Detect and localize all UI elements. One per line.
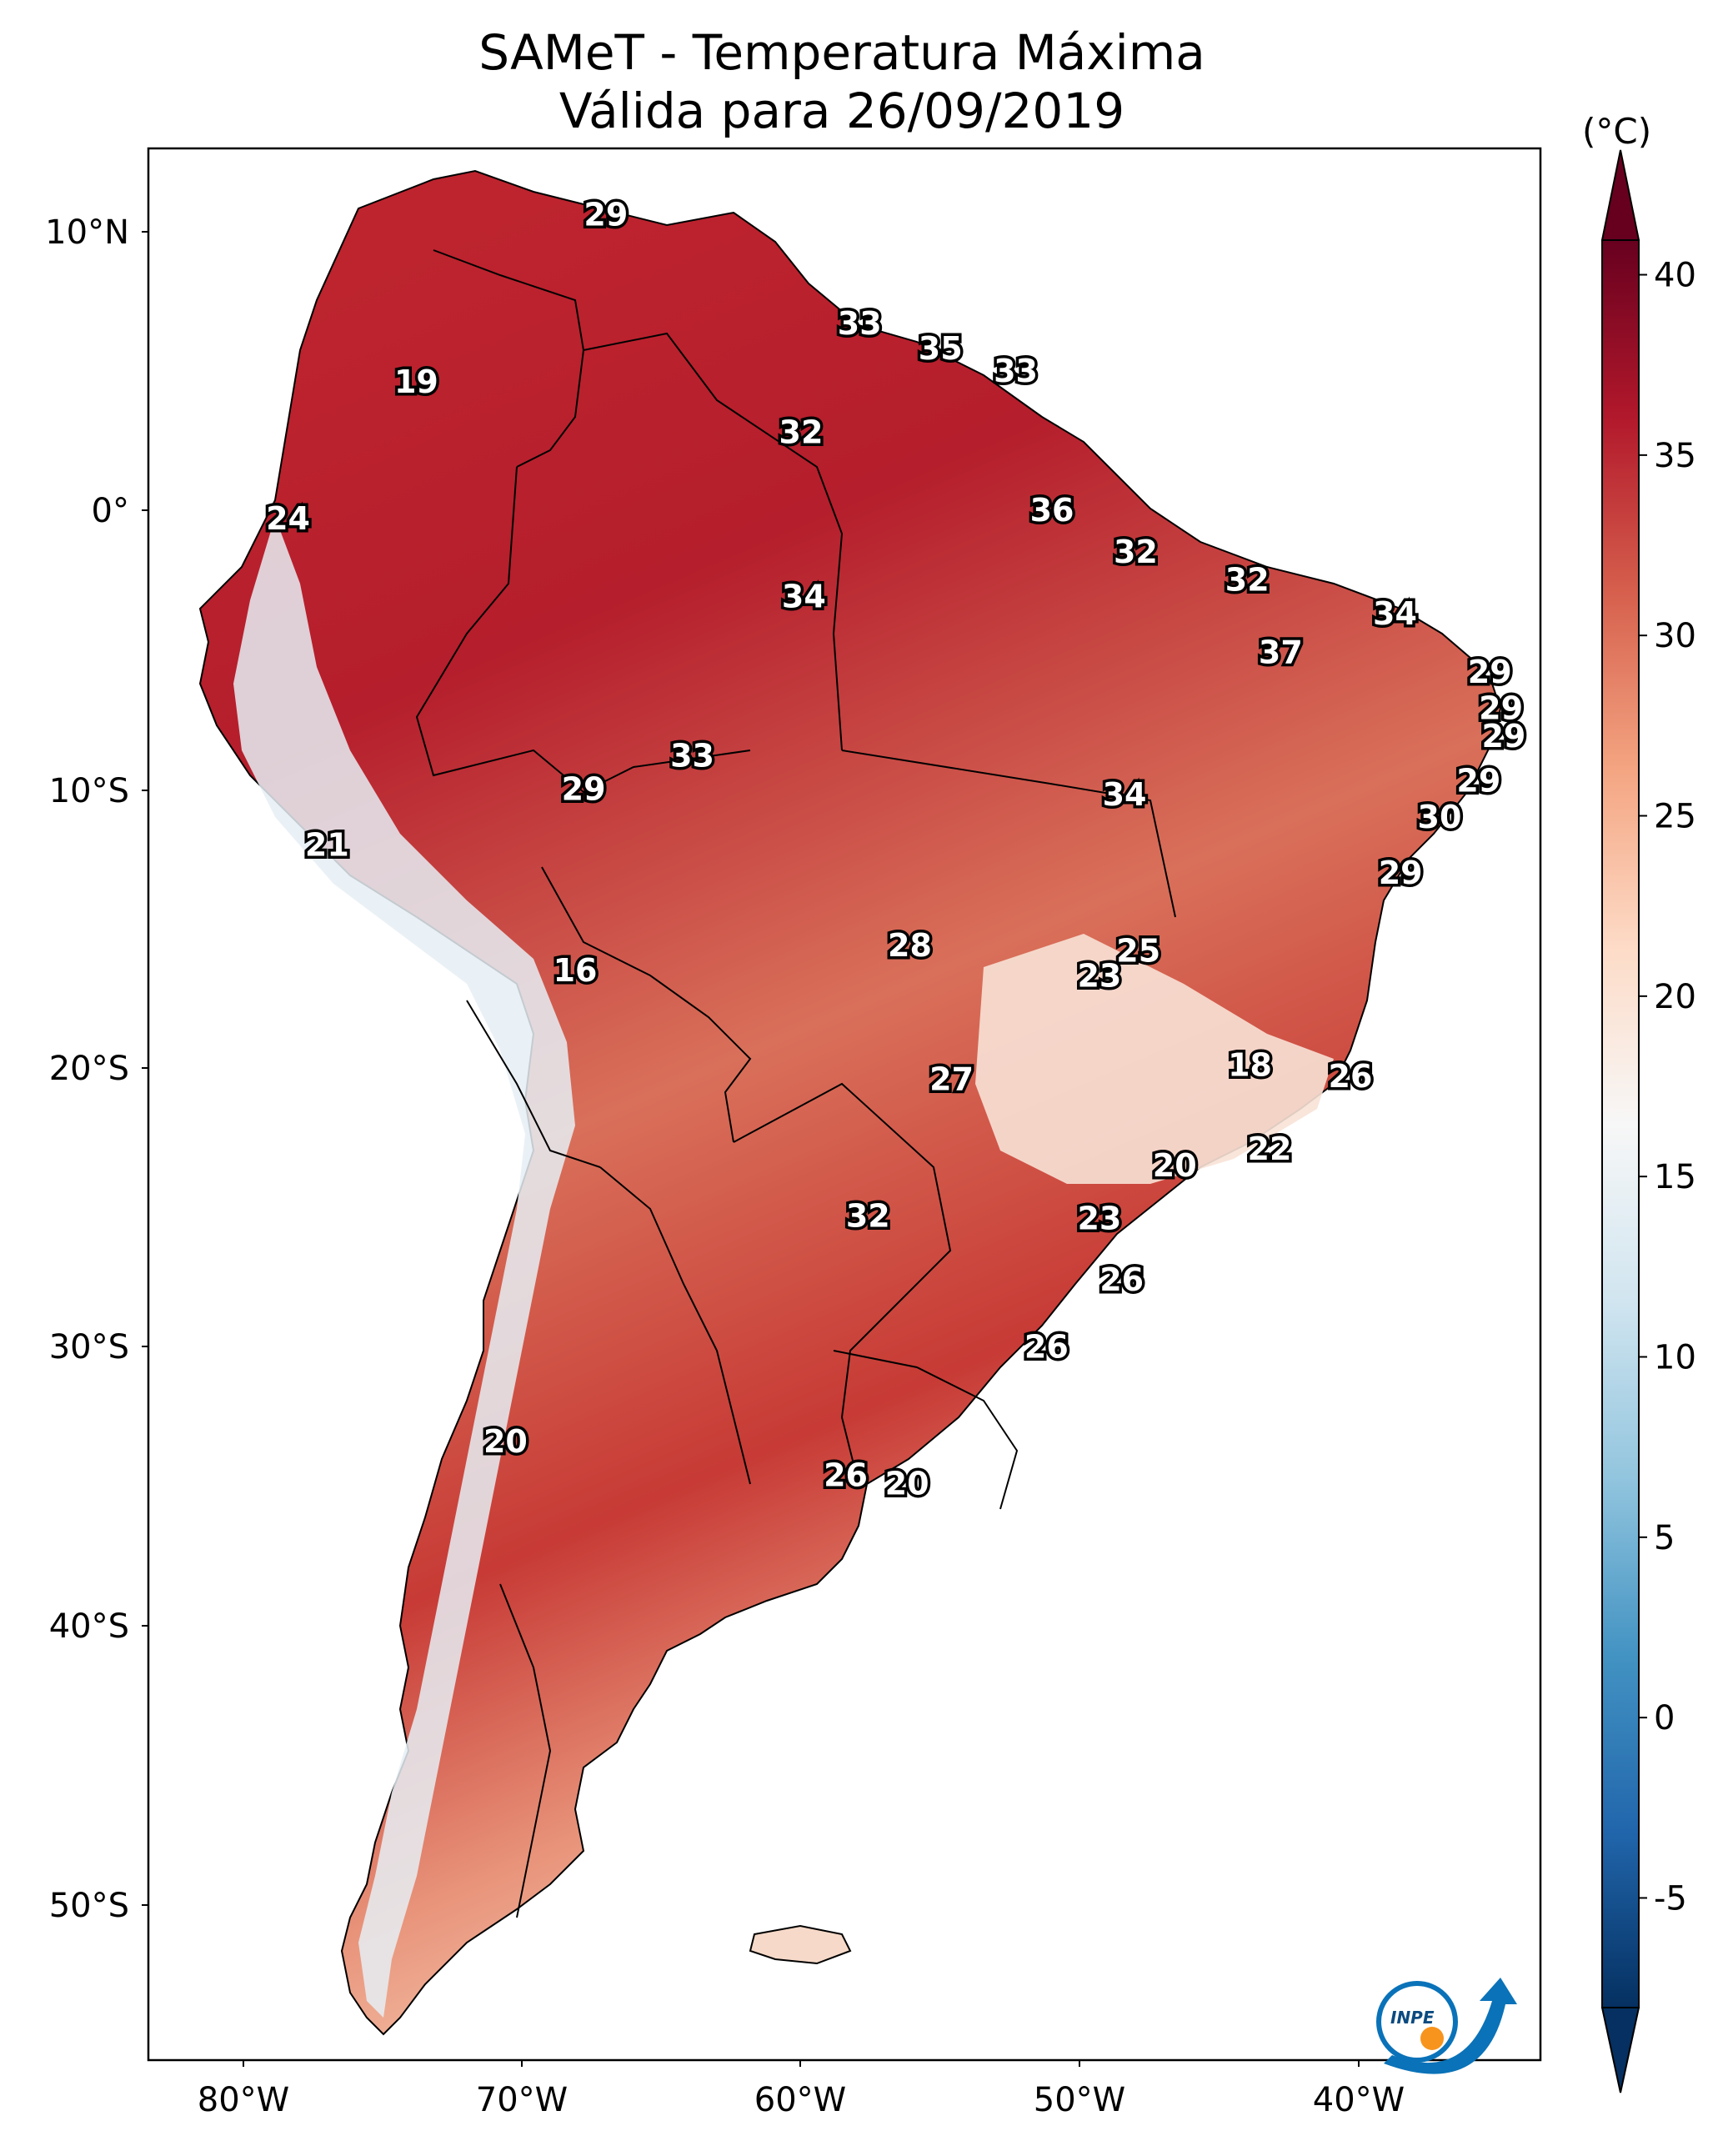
temperature-label: 36 <box>1030 492 1074 529</box>
temperature-label: 32 <box>1225 562 1270 599</box>
temperature-label: 22 <box>1248 1131 1292 1167</box>
temperature-label: 32 <box>1114 534 1158 570</box>
lon-label-70w: 70°W <box>476 2081 568 2119</box>
temperature-label: 33 <box>838 305 882 342</box>
colorbar-tick-label: 15 <box>1654 1158 1696 1196</box>
colorbar-tick-label: 10 <box>1654 1338 1696 1376</box>
temperature-label: 29 <box>1479 689 1523 726</box>
temperature-label: 20 <box>1153 1147 1197 1184</box>
temperature-label: 32 <box>846 1197 890 1234</box>
lat-label-10s: 10°S <box>49 772 129 810</box>
temperature-label: 29 <box>1481 718 1525 755</box>
colorbar-top-arrow <box>1600 149 1640 241</box>
temperature-label: 20 <box>483 1423 528 1460</box>
colorbar-gradient <box>1601 239 1640 2008</box>
temperature-label: 26 <box>824 1457 868 1493</box>
lat-label-40s: 40°S <box>49 1607 129 1646</box>
logo-ring-icon <box>1376 1981 1458 2063</box>
colorbar-bottom-arrow <box>1600 2007 1640 2093</box>
temperature-label: 32 <box>779 414 824 450</box>
temperature-label: 26 <box>1329 1058 1373 1095</box>
falkland-islands <box>749 1924 852 1965</box>
colorbar-unit: (°C) <box>1582 111 1651 152</box>
lon-label-60w: 60°W <box>754 2081 846 2119</box>
temperature-label: 26 <box>1099 1261 1144 1298</box>
temperature-label: 19 <box>394 364 438 400</box>
colorbar-tick-label: 30 <box>1654 617 1696 655</box>
temperature-label: 29 <box>1379 855 1423 891</box>
lat-label-10n: 10°N <box>45 213 129 252</box>
colorbar-ticks: 40 35 30 25 20 15 10 5 0 -5 <box>1639 257 1696 1918</box>
colorbar-tick-label: -5 <box>1654 1879 1687 1918</box>
temperature-label: 34 <box>782 579 826 615</box>
lat-label-0: 0° <box>92 492 129 530</box>
logo-arrow-icon <box>1384 1978 1517 2074</box>
lat-label-30s: 30°S <box>49 1328 129 1366</box>
continent-layer <box>198 169 1502 2036</box>
temperature-label: 28 <box>888 927 932 964</box>
lon-label-50w: 50°W <box>1034 2081 1125 2119</box>
lat-label-50s: 50°S <box>49 1887 129 1925</box>
temperature-label: 18 <box>1228 1047 1272 1084</box>
temperature-label: 20 <box>885 1465 929 1502</box>
colorbar-tick-label: 5 <box>1654 1519 1675 1557</box>
logo-dot-icon <box>1420 2027 1444 2050</box>
temperature-label: 33 <box>670 737 714 774</box>
country-borders <box>415 249 1176 1918</box>
temperature-label: 16 <box>553 952 598 989</box>
latitude-axis: 10°N 0° 10°S 20°S 30°S 40°S 50°S <box>45 213 148 1925</box>
map-frame <box>147 147 1542 2062</box>
andes-cool-zone <box>233 517 575 2018</box>
lon-label-80w: 80°W <box>198 2081 289 2119</box>
temperature-label: 26 <box>1024 1329 1069 1366</box>
map-title: SAMeT - Temperatura Máxima Válida para 2… <box>146 23 1538 140</box>
colorbar-tick-label: 20 <box>1654 978 1696 1016</box>
temperature-label: 33 <box>994 353 1038 389</box>
inpe-logo: INPE <box>1376 1978 1517 2074</box>
colorbar-tick-label: 25 <box>1654 798 1696 836</box>
colorbar-tick-label: 40 <box>1654 257 1696 295</box>
temperature-label: 29 <box>584 196 628 233</box>
temperature-label: 30 <box>1418 799 1462 835</box>
logo-text: INPE <box>1390 2008 1435 2028</box>
temperature-label: 25 <box>1116 933 1160 970</box>
lon-label-40w: 40°W <box>1313 2081 1405 2119</box>
title-line-1: SAMeT - Temperatura Máxima <box>478 24 1205 81</box>
temperature-label: 35 <box>919 330 963 367</box>
temperature-label: 29 <box>1468 654 1512 690</box>
temperature-label: 29 <box>1456 762 1500 799</box>
temperature-label: 37 <box>1259 634 1303 671</box>
southeast-cool-zone <box>975 934 1334 1184</box>
longitude-axis: 80°W 70°W 60°W 50°W 40°W <box>198 2060 1405 2119</box>
temperature-label: 23 <box>1077 1201 1121 1237</box>
temperature-label: 27 <box>929 1060 974 1097</box>
lat-label-20s: 20°S <box>49 1050 129 1088</box>
temperature-label: 24 <box>266 500 310 537</box>
colorbar-tick-label: 35 <box>1654 437 1696 475</box>
colorbar: (°C) 40 35 30 25 20 15 10 5 0 -5 <box>1582 111 1696 2093</box>
temperature-label: 21 <box>305 826 349 863</box>
temperature-label: 29 <box>562 771 606 808</box>
temperature-label: 34 <box>1373 595 1417 632</box>
title-line-2: Válida para 26/09/2019 <box>558 83 1125 139</box>
temperature-label: 34 <box>1103 776 1147 813</box>
temperature-label: 23 <box>1077 958 1121 995</box>
colorbar-tick-label: 0 <box>1654 1699 1675 1737</box>
